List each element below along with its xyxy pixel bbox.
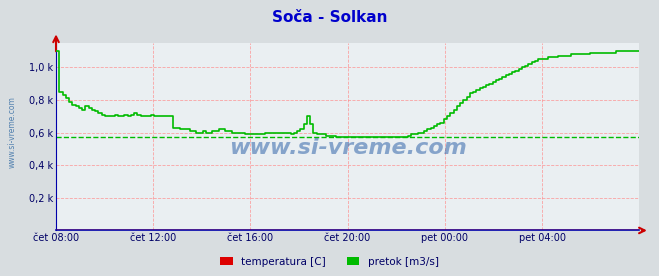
Legend: temperatura [C], pretok [m3/s]: temperatura [C], pretok [m3/s] <box>216 253 443 271</box>
Text: Soča - Solkan: Soča - Solkan <box>272 10 387 25</box>
Text: www.si-vreme.com: www.si-vreme.com <box>8 97 17 168</box>
Text: www.si-vreme.com: www.si-vreme.com <box>229 138 467 158</box>
